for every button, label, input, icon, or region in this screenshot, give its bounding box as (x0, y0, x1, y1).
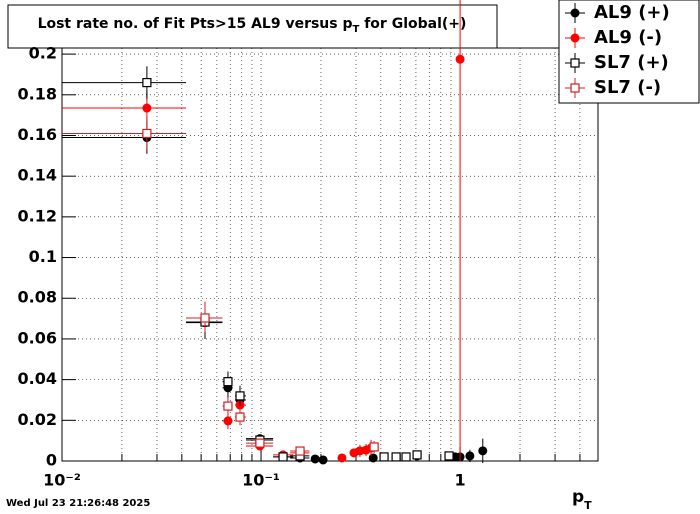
title-box (7, 4, 498, 49)
legend-label: SL7 (-) (594, 77, 661, 98)
y-tick-label: 0.2 (29, 44, 57, 63)
y-tick-label: 0.14 (18, 166, 57, 185)
x-label-sub: T (584, 499, 592, 512)
x-tick-label: 1 (455, 471, 466, 490)
legend-marker (570, 58, 580, 68)
plot-frame (61, 47, 599, 462)
data-point (223, 401, 233, 411)
y-tick-label: 0.16 (18, 125, 57, 144)
y-tick-label: 0.12 (18, 206, 57, 225)
data-point (401, 452, 411, 462)
data-point (369, 442, 379, 452)
data-point (444, 451, 454, 461)
x-label-main: p (572, 487, 584, 507)
data-point (278, 452, 288, 462)
title-main: Lost rate no. of Fit Pts>15 AL9 versus p (38, 16, 353, 32)
y-tick-label: 0.08 (18, 288, 57, 307)
data-point (391, 452, 401, 462)
legend-label: SL7 (+) (594, 52, 669, 73)
data-point (318, 455, 328, 465)
title-sub: T (353, 24, 360, 35)
data-point (200, 313, 210, 323)
data-point (455, 54, 465, 64)
legend-marker (570, 8, 580, 18)
legend-box (558, 0, 700, 104)
chart-title: Lost rate no. of Fit Pts>15 AL9 versus p… (38, 16, 467, 35)
data-point (310, 454, 320, 464)
data-point (235, 391, 245, 401)
data-point (379, 452, 389, 462)
data-point (223, 377, 233, 387)
data-point (255, 438, 265, 448)
legend-marker (570, 33, 580, 43)
data-point (142, 128, 152, 139)
y-tick-label: 0.18 (18, 84, 57, 103)
y-tick-label: 0.1 (29, 247, 57, 266)
data-point (223, 416, 233, 426)
y-tick-label: 0 (46, 451, 57, 470)
data-point (142, 103, 152, 113)
data-point (412, 450, 422, 460)
x-axis-title: pT (572, 487, 592, 512)
legend-marker (570, 83, 580, 93)
data-point (142, 77, 152, 88)
title-end: for Global(+) (359, 16, 466, 32)
data-point (368, 453, 378, 463)
y-tick-label: 0.04 (18, 369, 57, 388)
legend-label: AL9 (-) (594, 27, 662, 48)
data-point (235, 412, 245, 422)
data-point (465, 451, 475, 461)
y-tick-label: 0.02 (18, 410, 57, 429)
data-point (295, 446, 305, 456)
x-tick-label: 10⁻² (43, 471, 81, 490)
timestamp: Wed Jul 23 21:26:48 2025 (6, 498, 150, 509)
y-tick-label: 0.06 (18, 328, 57, 347)
legend-label: AL9 (+) (594, 2, 670, 23)
data-point (337, 453, 347, 463)
x-tick-label: 10⁻¹ (242, 471, 280, 490)
data-point (478, 446, 488, 456)
